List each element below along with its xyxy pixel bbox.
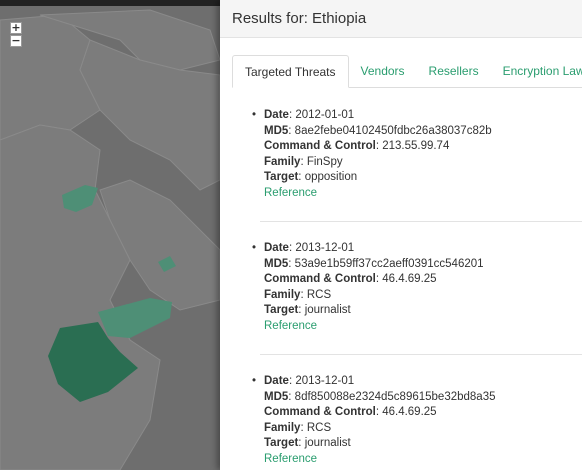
zoom-in-button[interactable]: +	[10, 21, 22, 34]
world-map[interactable]: + −	[0, 0, 220, 470]
threat-entry: • Date: 2012-01-01 MD5: 8ae2febe04102450…	[250, 108, 582, 201]
threat-entry: • Date: 2013-12-01 MD5: 53a9e1b59ff37cc2…	[250, 241, 582, 334]
results-title: Results for: Ethiopia	[220, 0, 582, 38]
threat-list: • Date: 2012-01-01 MD5: 8ae2febe04102450…	[250, 108, 582, 467]
results-panel: Results for: Ethiopia Targeted Threats V…	[220, 0, 582, 470]
family-field: Family: RCS	[264, 288, 332, 301]
target-field: Target: opposition	[264, 171, 358, 183]
map-country-yemen	[98, 298, 172, 338]
target-field: Target: journalist	[264, 437, 351, 449]
map-land-europe	[39, 9, 220, 71]
cnc-field: Command & Control: 213.55.99.74	[264, 140, 450, 152]
map-land-levant	[79, 39, 220, 191]
results-tabs: Targeted Threats Vendors Resellers Encry…	[232, 55, 582, 88]
date-field: Date: 2012-01-01	[264, 109, 355, 121]
reference-link[interactable]: Reference	[264, 186, 318, 199]
tab-encryption-laws[interactable]: Encryption Laws	[502, 64, 582, 78]
family-field: Family: RCS	[264, 421, 332, 434]
date-field: Date: 2013-12-01	[264, 242, 355, 254]
reference-link[interactable]: Reference	[264, 319, 318, 332]
map-country-ethiopia	[48, 322, 138, 402]
map-country-uae	[158, 256, 176, 272]
tab-targeted-threats[interactable]: Targeted Threats	[232, 55, 349, 88]
threat-entry: • Date: 2013-12-01 MD5: 8df850088e2324d5…	[250, 374, 582, 467]
bullet-icon: •	[252, 242, 257, 254]
entry-divider	[260, 354, 582, 355]
entry-divider	[260, 221, 582, 222]
tab-vendors[interactable]: Vendors	[360, 64, 405, 78]
bullet-icon: •	[252, 375, 257, 387]
target-field: Target: journalist	[264, 304, 351, 316]
zoom-out-button[interactable]: −	[10, 34, 22, 47]
reference-link[interactable]: Reference	[264, 452, 318, 465]
family-field: Family: FinSpy	[264, 155, 343, 168]
map-canvas[interactable]	[0, 0, 220, 470]
map-land-africa	[0, 124, 161, 470]
md5-field: MD5: 8df850088e2324d5c89615be32bd8a35	[264, 390, 496, 403]
bullet-icon: •	[252, 109, 257, 121]
cnc-field: Command & Control: 46.4.69.25	[264, 273, 437, 285]
md5-field: MD5: 53a9e1b59ff37cc2aeff0391cc546201	[264, 257, 484, 270]
md5-field: MD5: 8ae2febe04102450fdbc26a38037c82b	[264, 124, 492, 137]
date-field: Date: 2013-12-01	[264, 375, 355, 387]
map-top-bar	[0, 0, 220, 6]
tab-resellers[interactable]: Resellers	[428, 64, 479, 78]
map-country-syria	[62, 185, 98, 212]
cnc-field: Command & Control: 46.4.69.25	[264, 406, 437, 418]
